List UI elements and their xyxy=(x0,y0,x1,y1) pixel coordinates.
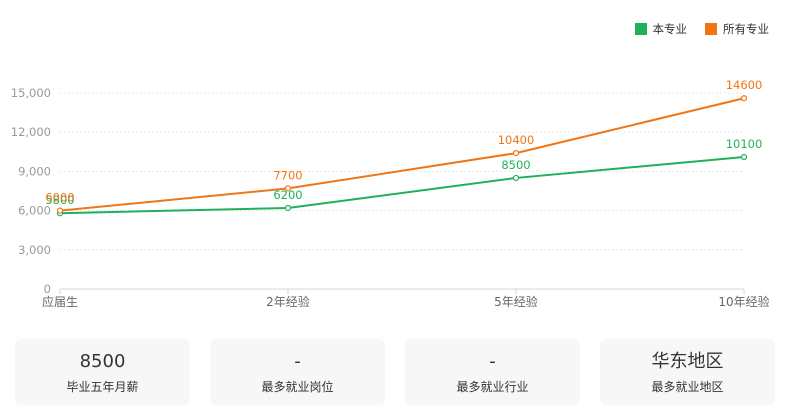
data-point xyxy=(740,95,748,102)
series-line-1 xyxy=(59,97,745,212)
y-tick-label: 15,000 xyxy=(11,86,51,100)
legend-item-major[interactable]: 本专业 xyxy=(634,21,688,37)
y-tick-label: 12,000 xyxy=(11,125,51,139)
legend-label-all-majors: 所有专业 xyxy=(723,22,769,36)
legend-item-all-majors[interactable]: 所有专业 xyxy=(705,21,769,37)
card-label: 最多就业行业 xyxy=(456,379,529,394)
y-tick-label: 6,000 xyxy=(18,204,51,218)
data-point xyxy=(56,207,64,214)
x-tick-label: 应届生 xyxy=(42,294,78,309)
y-tick-label: 3,000 xyxy=(18,243,51,257)
summary-cards: 8500 毕业五年月薪 - 最多就业岗位 - 最多就业行业 华东地区 最多就业地… xyxy=(15,339,775,405)
data-label: 8500 xyxy=(501,158,530,172)
data-point xyxy=(284,204,292,212)
card-five-year-salary: 8500 毕业五年月薪 xyxy=(15,339,190,405)
legend-label-major: 本专业 xyxy=(652,22,688,36)
data-point xyxy=(740,153,748,161)
series-line-0 xyxy=(59,156,745,215)
chart-legend: 本专业 所有专业 xyxy=(634,21,769,37)
card-top-region: 华东地区 最多就业地区 xyxy=(600,339,775,405)
data-point xyxy=(512,150,520,157)
data-label: 10100 xyxy=(726,137,763,151)
card-top-industry: - 最多就业行业 xyxy=(405,339,580,405)
data-label: 5800 xyxy=(45,193,74,207)
data-label: 14600 xyxy=(726,78,763,92)
x-tick-label: 2年经验 xyxy=(266,294,310,309)
card-value: 8500 xyxy=(79,350,126,372)
data-label: 10400 xyxy=(498,133,535,147)
card-label: 最多就业岗位 xyxy=(261,379,334,394)
y-tick-label: 0 xyxy=(44,282,51,296)
card-top-position: - 最多就业岗位 xyxy=(210,339,385,405)
salary-line-chart: 0 3,000 6,000 9,000 12,000 15,000 应届生 2年经验 5年经验 1… xyxy=(11,78,770,309)
data-point xyxy=(284,185,292,192)
card-label: 最多就业地区 xyxy=(651,379,724,394)
x-tick-label: 5年经验 xyxy=(494,294,538,309)
y-tick-label: 9,000 xyxy=(18,164,51,178)
card-value: 华东地区 xyxy=(651,350,724,372)
card-value: - xyxy=(489,350,496,372)
card-value: - xyxy=(294,350,301,372)
legend-swatch-major xyxy=(634,23,647,35)
x-tick-label: 10年经验 xyxy=(718,294,769,309)
data-label: 6200 xyxy=(273,188,302,202)
data-label: 6000 xyxy=(45,191,74,205)
legend-swatch-all-majors xyxy=(705,23,717,35)
data-label: 7700 xyxy=(273,168,302,182)
card-label: 毕业五年月薪 xyxy=(66,379,139,394)
data-point xyxy=(512,174,520,182)
